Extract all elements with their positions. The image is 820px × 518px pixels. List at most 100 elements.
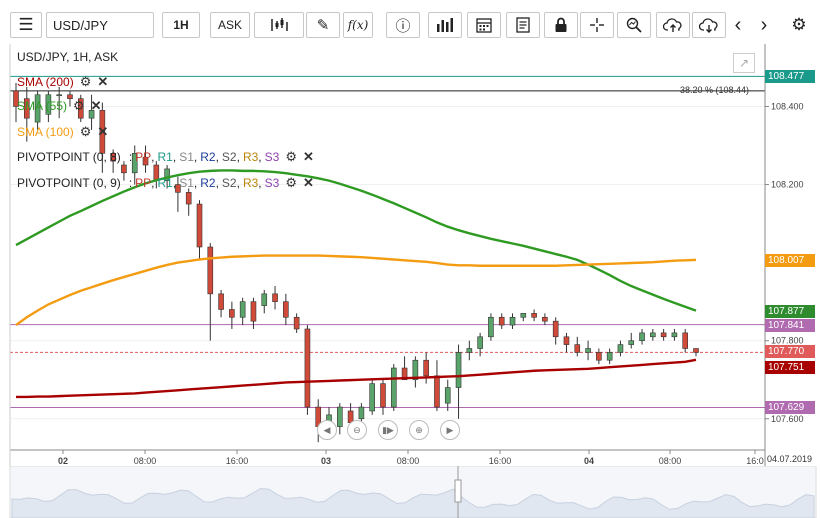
pivot1-legend: PIVOTPOINT (0, 8) : PP, R1, S1, R2, S2, … <box>17 149 314 164</box>
zoom-out-button[interactable]: ⊖ <box>347 420 367 440</box>
cloud-upload-icon <box>663 18 682 32</box>
y-tick-label: 107.600 <box>771 414 804 424</box>
navigator[interactable] <box>0 466 820 518</box>
info-button[interactable]: ⓘ <box>386 12 420 38</box>
zoom-out-icon: ⊖ <box>353 424 361 435</box>
gear-icon[interactable]: ⚙ <box>79 124 92 139</box>
gear-icon[interactable]: ⚙ <box>285 149 297 164</box>
info-icon: ⓘ <box>395 17 411 35</box>
candle <box>628 332 635 349</box>
candle <box>283 293 289 326</box>
candle <box>369 379 375 415</box>
pivot2-r2: R2 <box>200 176 216 190</box>
popout-button[interactable]: ↗ <box>733 53 755 73</box>
price-tag: 107.877 <box>765 304 815 318</box>
y-tick-label: 107.800 <box>771 336 804 346</box>
pan-left-button[interactable]: ◀ <box>317 420 337 440</box>
x-tick-label: 08:00 <box>659 456 682 466</box>
bar-chart-icon <box>437 18 453 32</box>
x-tick-label: 08:00 <box>397 456 420 466</box>
chart-type-button[interactable] <box>254 12 304 38</box>
pivot2-s1: S1 <box>179 176 194 190</box>
candle <box>552 317 559 345</box>
drawing-tool-button[interactable]: ✎ <box>306 12 340 38</box>
timeframe-label: 1H <box>173 18 189 32</box>
candle <box>250 297 257 329</box>
x-tick-label: 16:00 <box>489 456 512 466</box>
price-tag: 108.477 <box>765 70 815 84</box>
candle <box>337 403 343 435</box>
candle <box>218 289 224 318</box>
close-icon[interactable]: ✕ <box>97 74 109 89</box>
reset-icon: ▮▶ <box>382 424 394 435</box>
gear-icon[interactable]: ⚙ <box>79 74 92 89</box>
candle <box>563 332 570 353</box>
price-type-button[interactable]: ASK <box>210 12 250 38</box>
y-tick-label: 108.200 <box>771 180 804 190</box>
x-tick-label: 04 <box>584 456 594 466</box>
close-icon[interactable]: ✕ <box>302 175 314 190</box>
candle <box>498 313 505 329</box>
candle <box>542 313 548 326</box>
triangle-right-icon: ▶ <box>446 424 454 435</box>
scroll-right-button[interactable]: › <box>754 12 774 38</box>
zoom-button[interactable] <box>617 12 651 38</box>
gear-icon[interactable]: ⚙ <box>285 175 297 190</box>
pivot1-s1: S1 <box>179 150 194 164</box>
timeframe-button[interactable]: 1H <box>162 12 200 38</box>
calendar-button[interactable] <box>467 12 501 38</box>
lock-button[interactable] <box>544 12 578 38</box>
download-button[interactable] <box>692 12 726 38</box>
candle <box>509 313 516 329</box>
candle <box>142 145 149 173</box>
price-type-label: ASK <box>217 18 242 32</box>
candle <box>13 83 19 123</box>
close-icon[interactable]: ✕ <box>90 98 102 113</box>
toolbar: ☰ USD/JPY 1H ASK ✎ f(x) ⓘ ‹ <box>0 0 820 50</box>
zoom-in-button[interactable]: ⊕ <box>409 420 429 440</box>
candlestick-icon <box>271 18 288 31</box>
price-tag: 107.770 <box>765 345 815 359</box>
calendar-icon <box>476 18 492 33</box>
pivot2-r1: R1 <box>157 176 173 190</box>
settings-button[interactable]: ⚙ <box>788 12 810 38</box>
candle <box>477 332 483 357</box>
menu-button[interactable]: ☰ <box>10 12 42 38</box>
y-tick-label: 108.400 <box>771 101 804 111</box>
candle <box>175 176 181 212</box>
crosshair-button[interactable] <box>580 12 614 38</box>
candle <box>650 328 656 341</box>
zoom-chart-icon <box>626 17 642 33</box>
price-tag: 107.841 <box>765 318 815 332</box>
close-icon[interactable]: ✕ <box>97 124 109 139</box>
pan-right-button[interactable]: ▶ <box>440 420 460 440</box>
reset-view-button[interactable]: ▮▶ <box>378 420 398 440</box>
close-icon[interactable]: ✕ <box>302 149 314 164</box>
x-tick-label: 16:00 <box>226 456 249 466</box>
sma-line <box>15 169 697 312</box>
scroll-left-button[interactable]: ‹ <box>728 12 748 38</box>
x-tick-label: 03 <box>321 456 331 466</box>
candle <box>401 356 408 381</box>
indicators-button[interactable]: f(x) <box>343 12 373 38</box>
fx-label: f(x) <box>347 18 369 32</box>
candle <box>304 325 311 415</box>
candle <box>99 102 106 173</box>
symbol-input[interactable]: USD/JPY <box>46 12 154 38</box>
candle <box>617 340 624 357</box>
upload-button[interactable] <box>656 12 690 38</box>
pivot2-s3: S3 <box>264 176 280 190</box>
news-button[interactable] <box>506 12 540 38</box>
candle <box>67 90 73 107</box>
candle <box>444 379 451 411</box>
chart-title-text: USD/JPY, 1H, ASK <box>17 50 119 64</box>
candle <box>660 328 667 341</box>
x-tick-label: 16:0 <box>746 456 764 466</box>
candle <box>45 90 52 123</box>
gear-icon[interactable]: ⚙ <box>73 98 85 113</box>
volume-button[interactable] <box>428 12 462 38</box>
fib-label: 38.20 % (108.44) <box>680 85 750 95</box>
zoom-in-icon: ⊕ <box>415 424 423 435</box>
pivot2-s2: S2 <box>221 176 237 190</box>
